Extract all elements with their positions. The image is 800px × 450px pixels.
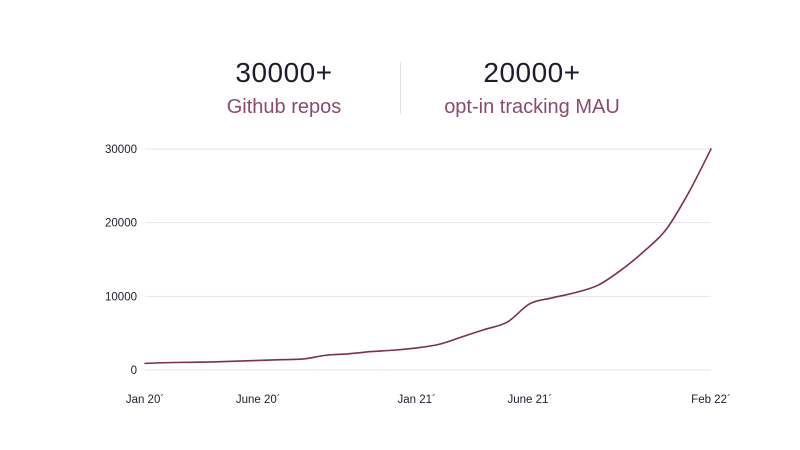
- x-tick-label: June 20´: [236, 394, 281, 406]
- stat-value: 20000+: [483, 57, 581, 88]
- stat-label: opt-in tracking MAU: [444, 96, 620, 118]
- stat-label: Github repos: [226, 96, 342, 118]
- y-tick-label: 20000: [105, 218, 137, 230]
- y-tick-label: 10000: [105, 291, 137, 303]
- stat-value: 30000+: [235, 57, 333, 88]
- x-tick-label: Jan 20´: [126, 394, 164, 406]
- y-tick-label: 0: [131, 365, 137, 377]
- y-tick-label: 30000: [105, 144, 137, 156]
- stat-tracking-mau: 20000+ opt-in tracking MAU: [402, 56, 662, 122]
- stat-divider: [400, 62, 401, 114]
- x-tick-label: June 21´: [507, 394, 552, 406]
- series-line: [144, 148, 712, 365]
- grid-lines: [145, 148, 711, 371]
- x-axis-ticks: Jan 20´ June 20´ Jan 21´ June 21´ Feb 22´: [126, 394, 731, 406]
- x-tick-label: Jan 21´: [398, 394, 436, 406]
- x-tick-label: Feb 22´: [691, 394, 731, 406]
- y-axis-ticks: 0 10000 20000 30000: [105, 144, 137, 377]
- stat-github-repos: 30000+ Github repos: [154, 56, 414, 122]
